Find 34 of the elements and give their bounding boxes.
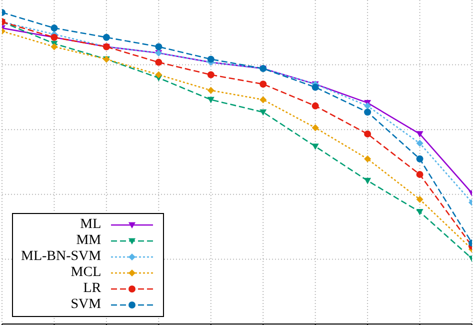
point bbox=[416, 131, 424, 138]
point bbox=[155, 43, 162, 50]
point bbox=[155, 71, 162, 78]
point bbox=[364, 102, 372, 110]
point bbox=[260, 80, 267, 88]
point bbox=[416, 170, 424, 178]
point bbox=[312, 102, 319, 110]
point bbox=[260, 109, 267, 116]
point bbox=[207, 56, 214, 63]
point bbox=[364, 130, 372, 138]
point bbox=[207, 96, 214, 104]
point bbox=[416, 155, 424, 162]
point bbox=[50, 24, 58, 32]
point bbox=[102, 34, 110, 41]
legend-label: LR bbox=[83, 281, 102, 297]
point bbox=[364, 155, 372, 162]
point bbox=[416, 209, 424, 216]
point bbox=[364, 108, 372, 116]
point bbox=[207, 71, 214, 78]
legend-label: ML-BN-SVM bbox=[21, 249, 102, 265]
legend-label: MM bbox=[76, 233, 102, 249]
point bbox=[155, 58, 162, 66]
point bbox=[207, 86, 214, 94]
point bbox=[260, 96, 267, 104]
point bbox=[416, 196, 424, 203]
point bbox=[50, 43, 58, 50]
legend-label: ML bbox=[80, 217, 102, 233]
point bbox=[416, 140, 424, 147]
legend-label: MCL bbox=[70, 265, 102, 281]
legend-label: SVM bbox=[70, 297, 102, 313]
point bbox=[364, 178, 372, 184]
point bbox=[312, 124, 319, 132]
point bbox=[312, 144, 319, 150]
point bbox=[312, 84, 319, 91]
